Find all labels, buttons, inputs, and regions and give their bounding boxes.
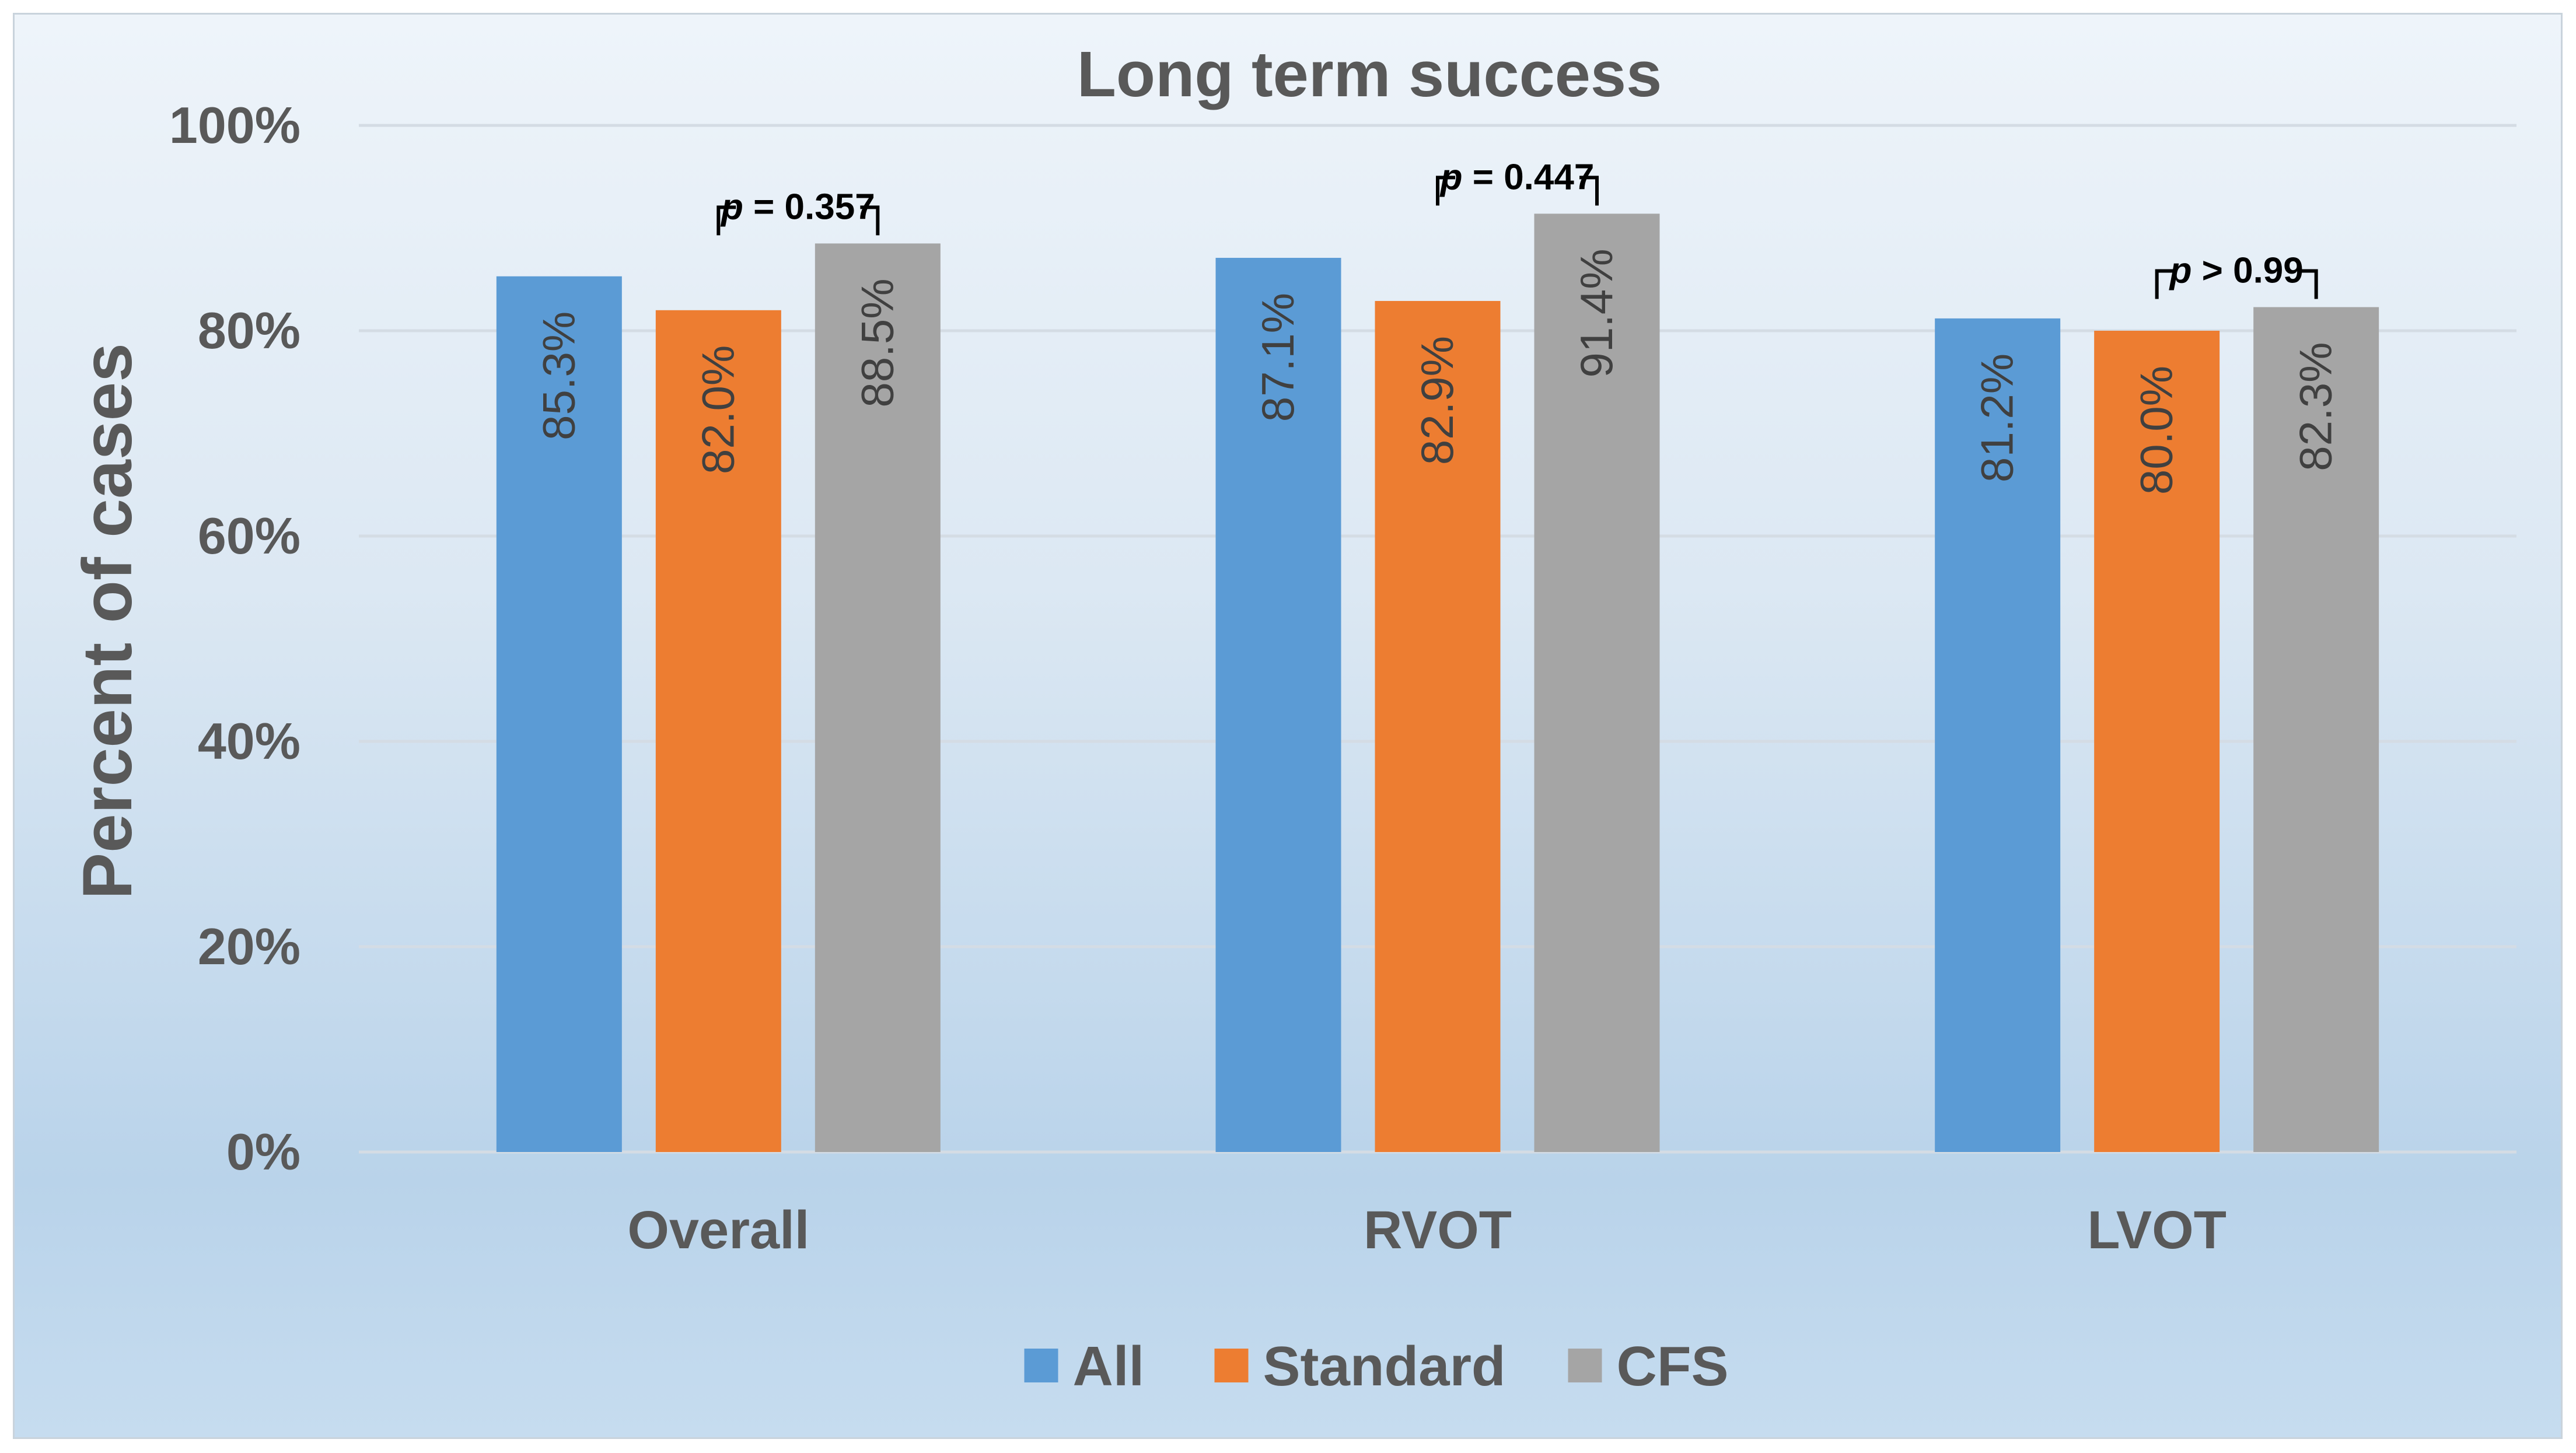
- data-label: 82.3%: [2290, 342, 2341, 471]
- data-label: 82.0%: [692, 345, 743, 474]
- bar-standard-overall: [655, 310, 781, 1152]
- data-label: 82.9%: [1411, 336, 1463, 465]
- y-tick-label: 80%: [198, 302, 300, 359]
- bar-cfs-overall: [815, 243, 941, 1152]
- bar-all-lvot: [1935, 318, 2061, 1152]
- p-value-annotation: p = 0.357: [720, 187, 875, 227]
- bracket-right: [2298, 269, 2318, 299]
- data-label: 80.0%: [2131, 366, 2182, 495]
- bracket-right: [1579, 176, 1599, 206]
- data-labels: 85.3% 82.0% 88.5% 87.1% 82.9% 91.4% 81.2% 80.0%…: [533, 248, 2341, 495]
- y-tick-label: 60%: [198, 507, 300, 565]
- y-tick-label: 20%: [198, 918, 300, 975]
- legend-label: Standard: [1263, 1335, 1506, 1398]
- p-value-annotation: p > 0.99: [2169, 251, 2304, 291]
- legend-swatch-cfs: [1568, 1349, 1602, 1382]
- x-tick-label: Overall: [627, 1200, 809, 1260]
- legend-swatch-standard: [1214, 1349, 1249, 1382]
- bracket-left: [2155, 269, 2175, 299]
- y-tick-label: 0%: [226, 1123, 300, 1181]
- annotations: p = 0.357 p = 0.447 p > 0.99: [716, 157, 2318, 299]
- data-label: 91.4%: [1571, 248, 1622, 377]
- data-label: 85.3%: [533, 311, 584, 440]
- data-label: 87.1%: [1252, 293, 1303, 422]
- bar-standard-lvot: [2094, 331, 2220, 1152]
- y-axis-title: Percent of cases: [68, 343, 146, 899]
- data-label: 81.2%: [1972, 353, 2023, 482]
- bracket-left: [1436, 176, 1455, 206]
- chart-title: Long term success: [1077, 38, 1662, 110]
- legend-label: All: [1073, 1335, 1145, 1398]
- legend-label: CFS: [1617, 1335, 1729, 1398]
- y-tick-label: 40%: [198, 712, 300, 770]
- bar-chart: 85.3% 82.0% 88.5% 87.1% 82.9% 91.4% 81.2% 80.0%…: [68, 38, 2516, 1398]
- legend-swatch-all: [1024, 1349, 1058, 1382]
- axes: 0% 20% 40% 60% 80% 100% Overall RVOT LVOT: [169, 96, 2227, 1260]
- bracket-right: [860, 205, 880, 236]
- bars: [496, 213, 2379, 1153]
- bar-cfs-rvot: [1534, 213, 1660, 1152]
- y-tick-label: 100%: [169, 96, 300, 154]
- chart-area: 85.3% 82.0% 88.5% 87.1% 82.9% 91.4% 81.2% 80.0%…: [13, 13, 2563, 1439]
- bar-all-overall: [496, 276, 622, 1153]
- legend: All Standard CFS: [1024, 1335, 1729, 1398]
- x-tick-label: RVOT: [1364, 1200, 1512, 1260]
- data-label: 88.5%: [851, 278, 903, 407]
- x-tick-label: LVOT: [2087, 1200, 2227, 1260]
- bracket-left: [716, 205, 736, 236]
- bar-standard-rvot: [1375, 300, 1501, 1152]
- bar-cfs-lvot: [2253, 307, 2379, 1152]
- p-value-annotation: p = 0.447: [1439, 157, 1595, 197]
- bar-all-rvot: [1215, 258, 1341, 1152]
